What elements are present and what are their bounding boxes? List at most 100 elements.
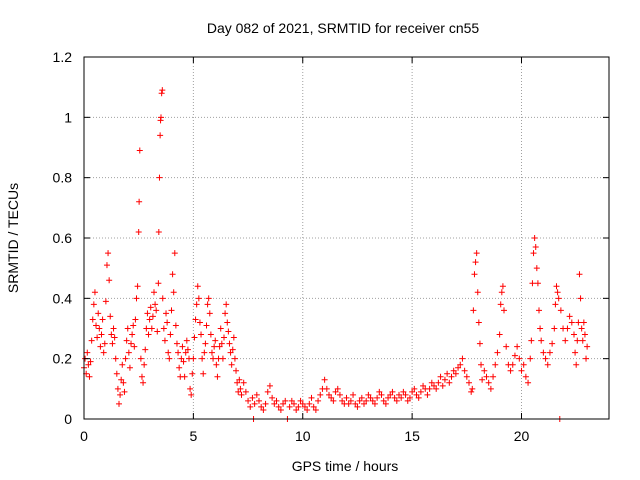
data-point <box>291 400 297 407</box>
data-point <box>151 289 157 296</box>
data-point <box>415 394 422 401</box>
data-point <box>128 340 135 347</box>
data-point <box>345 400 352 407</box>
data-point <box>580 319 587 326</box>
data-point <box>136 147 143 154</box>
y-tick-label: 0.2 <box>53 351 73 367</box>
data-point <box>105 250 112 257</box>
data-point <box>193 301 200 308</box>
data-point <box>553 283 560 290</box>
data-point <box>108 331 115 338</box>
data-point <box>393 397 400 404</box>
x-axis-label: GPS time / hours <box>292 458 399 474</box>
data-point <box>584 343 591 350</box>
data-point <box>188 391 195 398</box>
data-point <box>382 400 389 407</box>
data-point <box>159 295 166 302</box>
data-point <box>117 391 124 398</box>
data-point <box>168 307 175 314</box>
y-axis-label: SRMTID / TECUs <box>5 183 21 293</box>
data-point <box>158 90 165 97</box>
data-point <box>424 391 431 398</box>
data-point <box>533 265 540 272</box>
data-point <box>155 228 162 235</box>
data-point <box>552 301 559 308</box>
data-point <box>251 400 258 407</box>
data-point <box>573 361 580 368</box>
data-point <box>282 397 289 404</box>
data-point <box>455 364 462 371</box>
data-point <box>170 289 177 296</box>
data-point <box>471 271 478 278</box>
data-point <box>457 361 464 368</box>
data-point <box>89 316 96 323</box>
data-point <box>286 403 293 410</box>
data-point <box>138 373 145 380</box>
data-point <box>557 307 564 314</box>
data-point <box>459 355 466 362</box>
data-point <box>356 397 363 404</box>
data-point <box>437 373 444 380</box>
data-point <box>299 400 306 407</box>
data-point <box>176 364 183 371</box>
data-point <box>528 337 535 344</box>
data-point <box>530 250 537 257</box>
data-point <box>124 325 131 332</box>
data-point <box>199 355 206 362</box>
data-point <box>411 385 418 392</box>
data-point <box>483 373 490 380</box>
data-point <box>200 370 207 377</box>
data-point <box>463 373 470 380</box>
data-point <box>536 307 542 314</box>
data-point <box>468 388 475 395</box>
data-point <box>140 379 147 386</box>
data-point <box>332 388 339 395</box>
chart-title: Day 082 of 2021, SRMTID for receiver cn5… <box>207 20 480 36</box>
data-point <box>192 316 199 323</box>
data-point <box>173 340 180 347</box>
data-point <box>315 397 322 404</box>
data-point <box>387 391 394 398</box>
data-point <box>532 244 539 251</box>
data-point <box>157 132 164 139</box>
data-point <box>242 388 249 395</box>
data-point <box>84 349 91 356</box>
data-point <box>474 289 481 296</box>
data-point <box>572 349 579 356</box>
data-point <box>99 316 106 323</box>
data-point <box>534 280 541 287</box>
data-point <box>288 397 295 404</box>
data-point <box>91 289 98 296</box>
data-point <box>428 379 435 386</box>
data-point <box>551 325 558 332</box>
data-point <box>210 355 217 362</box>
data-point <box>317 391 324 398</box>
data-point <box>280 400 287 407</box>
data-point <box>125 349 132 356</box>
data-point <box>470 307 477 314</box>
x-tick-label: 5 <box>189 428 197 444</box>
data-point <box>236 376 243 383</box>
data-point <box>330 397 337 404</box>
data-point <box>476 340 483 347</box>
data-point <box>531 235 538 241</box>
data-point <box>374 394 381 401</box>
data-point <box>190 355 197 362</box>
data-point <box>195 295 202 302</box>
axis-ticks <box>83 56 609 420</box>
data-point <box>100 349 107 356</box>
data-point <box>122 355 129 362</box>
data-point <box>269 394 276 401</box>
data-point <box>126 364 133 371</box>
data-point <box>227 349 234 356</box>
data-point <box>494 349 501 356</box>
data-point <box>406 394 413 401</box>
data-point <box>420 382 427 389</box>
data-point <box>189 370 196 377</box>
data-point <box>121 388 128 395</box>
data-point <box>400 388 407 395</box>
data-point <box>262 400 269 407</box>
data-point <box>354 403 361 410</box>
data-point <box>179 343 186 350</box>
data-point <box>350 391 357 398</box>
